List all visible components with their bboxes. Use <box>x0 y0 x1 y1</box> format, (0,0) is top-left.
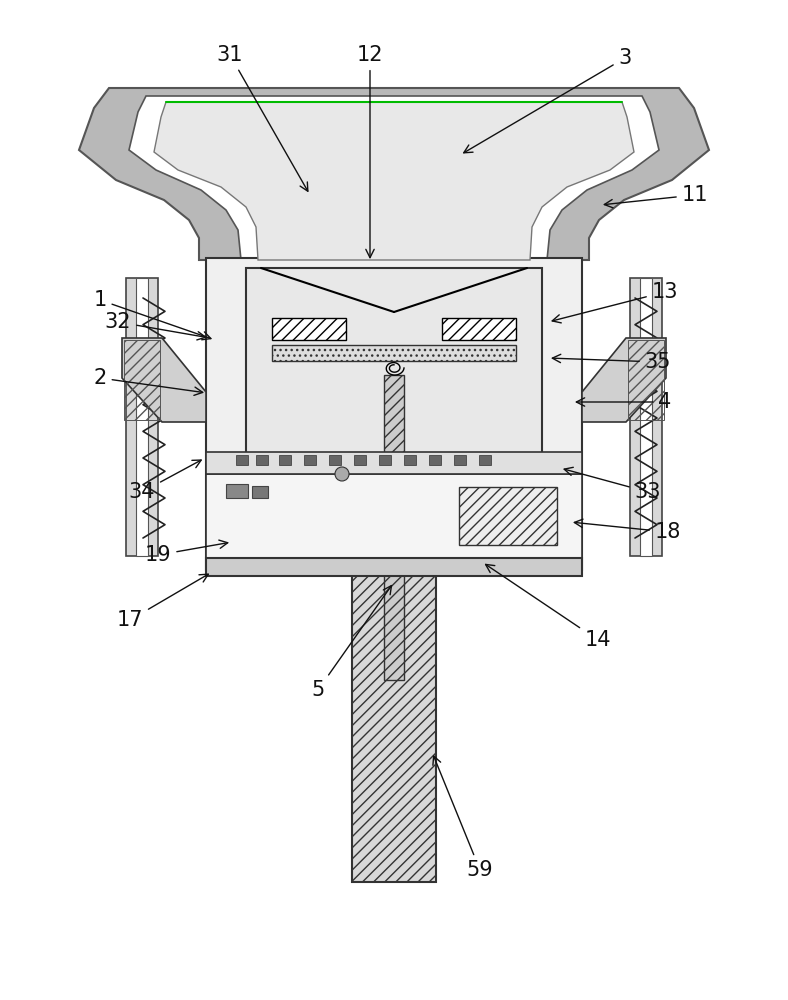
Bar <box>352 570 436 882</box>
Text: 11: 11 <box>604 185 708 208</box>
Polygon shape <box>79 88 709 260</box>
Bar <box>206 258 582 570</box>
Bar <box>246 268 542 458</box>
Bar <box>256 455 268 465</box>
Text: 2: 2 <box>93 368 203 395</box>
Text: 33: 33 <box>564 467 661 502</box>
Bar <box>206 474 582 568</box>
Bar <box>206 558 582 576</box>
Bar <box>354 455 366 465</box>
Text: 34: 34 <box>128 460 201 502</box>
Text: 5: 5 <box>311 586 392 700</box>
Polygon shape <box>122 338 206 422</box>
Bar <box>136 278 148 556</box>
Bar <box>384 375 404 680</box>
Bar <box>272 345 516 361</box>
Bar <box>124 340 160 420</box>
Bar <box>252 486 268 498</box>
Text: 18: 18 <box>574 519 681 542</box>
Text: 1: 1 <box>93 290 211 340</box>
Text: 14: 14 <box>485 564 611 650</box>
Bar <box>479 455 491 465</box>
Bar <box>442 318 516 340</box>
Text: 19: 19 <box>145 540 228 565</box>
Bar <box>630 278 662 556</box>
Bar <box>279 455 291 465</box>
Text: 13: 13 <box>552 282 678 323</box>
Bar <box>628 340 664 420</box>
Bar <box>379 455 391 465</box>
Bar <box>404 455 416 465</box>
Bar <box>236 455 248 465</box>
Bar <box>459 487 557 545</box>
Text: 35: 35 <box>552 352 671 372</box>
Bar <box>304 455 316 465</box>
Text: 12: 12 <box>357 45 383 258</box>
Text: 4: 4 <box>576 392 671 412</box>
Bar <box>206 452 582 474</box>
Text: 59: 59 <box>433 756 493 880</box>
Text: 3: 3 <box>463 48 632 153</box>
Text: 17: 17 <box>117 574 208 630</box>
Text: 31: 31 <box>217 45 308 191</box>
Bar <box>329 455 341 465</box>
Bar <box>640 278 652 556</box>
Bar <box>429 455 441 465</box>
Text: 32: 32 <box>105 312 206 340</box>
Polygon shape <box>154 102 634 260</box>
Bar <box>226 484 248 498</box>
Polygon shape <box>129 96 659 260</box>
Bar <box>454 455 466 465</box>
Bar <box>126 278 158 556</box>
Circle shape <box>335 467 349 481</box>
Polygon shape <box>582 338 666 422</box>
Bar <box>272 318 346 340</box>
